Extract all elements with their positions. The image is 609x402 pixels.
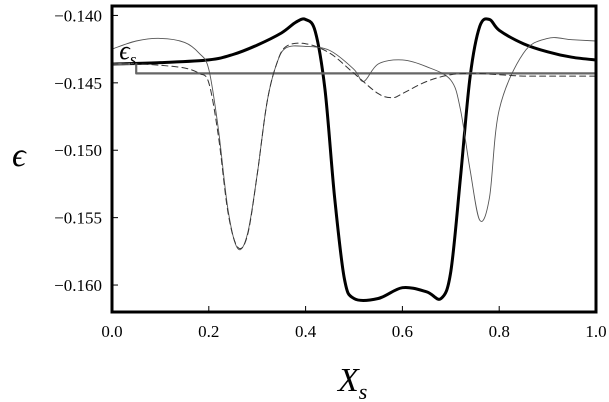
x-tick-label: 1.0 (585, 322, 606, 341)
x-axis-ticks: 0.0 0.2 0.4 0.6 0.8 1.0 (101, 306, 607, 341)
x-axis-label-subscript: s (359, 379, 368, 402)
y-axis-ticks: −0.140 −0.145 −0.150 −0.155 −0.160 (54, 6, 118, 295)
x-axis-label-main: X (336, 362, 360, 399)
epsilon-s-annotation: ϵs (119, 36, 136, 69)
y-tick-label: −0.140 (54, 6, 102, 25)
y-tick-label: −0.150 (54, 141, 102, 160)
plot-frame (110, 4, 598, 314)
series-line-4-dashed (111, 42, 597, 250)
y-tick-label: −0.155 (54, 209, 102, 228)
y-tick-label: −0.160 (54, 276, 102, 295)
epsilon-s-annotation-main: ϵ (119, 36, 131, 65)
series-layer (110, 17, 598, 302)
series-line-1-thick (110, 17, 598, 302)
x-tick-label: 0.8 (489, 322, 510, 341)
x-tick-label: 0.2 (198, 322, 219, 341)
x-tick-label: 0.0 (101, 322, 122, 341)
series-line-3-thin (111, 37, 597, 251)
x-axis-label: Xs (336, 362, 367, 402)
epsilon-s-annotation-subscript: s (130, 50, 137, 69)
x-tick-label: 0.6 (392, 322, 413, 341)
y-tick-label: −0.145 (54, 74, 102, 93)
annotation-layer: ϵs (119, 36, 136, 69)
x-tick-label: 0.4 (295, 322, 317, 341)
y-axis-label: ϵ (12, 137, 27, 174)
